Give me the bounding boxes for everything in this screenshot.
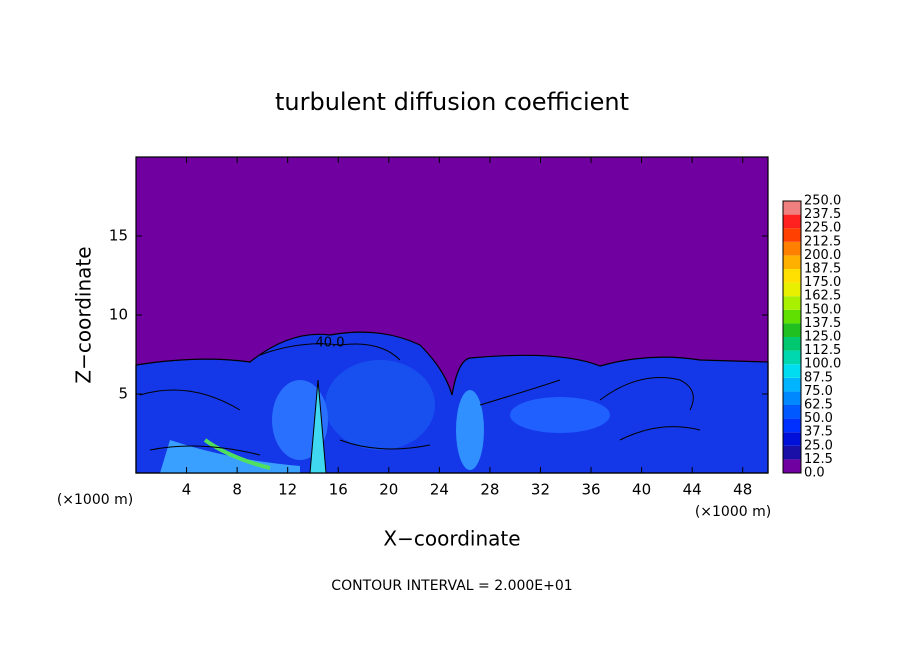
- x-tick-label: 4: [182, 481, 192, 499]
- colorbar-label: 0.0: [804, 466, 825, 481]
- colorbar-label: 125.0: [804, 330, 841, 345]
- colorbar-bin: [783, 459, 801, 473]
- contour-line: [139, 343, 701, 456]
- y-tick-label: 15: [109, 227, 128, 245]
- colorbar-label: 100.0: [804, 357, 841, 372]
- x-unit-label: (×1000 m): [695, 504, 771, 520]
- y-tick-label: 10: [109, 306, 128, 324]
- colorbar-bin: [783, 201, 801, 215]
- field-patch: [510, 397, 610, 433]
- x-tick-label: 44: [683, 481, 702, 499]
- colorbar-bin: [783, 282, 801, 297]
- colorbar-bin: [783, 309, 801, 324]
- colorbar-label: 87.5: [804, 370, 833, 385]
- colorbar-label: 162.5: [804, 289, 841, 304]
- colorbar-bin: [783, 323, 801, 337]
- colorbar-bin: [783, 377, 801, 392]
- colorbar-bin: [783, 405, 801, 419]
- colorbar-bin: [783, 350, 801, 365]
- colorbar-label: 150.0: [804, 302, 841, 317]
- field-streak: [203, 438, 271, 470]
- x-tick-label: 32: [531, 481, 550, 499]
- colorbar-bin: [783, 255, 801, 269]
- colorbar-bin: [783, 337, 801, 351]
- colorbar-bin: [783, 296, 801, 310]
- chart-title: turbulent diffusion coefficient: [275, 88, 629, 116]
- colorbar-bin: [783, 445, 801, 460]
- field: [135, 331, 769, 474]
- y-tick-label: 5: [118, 385, 128, 403]
- colorbar-label: 212.5: [804, 234, 841, 249]
- colorbar-label: 112.5: [804, 343, 841, 358]
- colorbar-bin: [783, 432, 801, 446]
- x-tick-label: 24: [430, 481, 449, 499]
- colorbar-bin: [783, 214, 801, 229]
- colorbar-bin: [783, 391, 801, 405]
- field-patch: [325, 360, 435, 450]
- y-axis-label: Z−coordinate: [72, 246, 96, 383]
- x-tick-label: 36: [581, 481, 600, 499]
- colorbar-label: 12.5: [804, 452, 833, 467]
- contour-label: 40.0: [316, 336, 345, 351]
- field-patch: [456, 390, 484, 470]
- x-tick-label: 48: [733, 481, 752, 499]
- colorbar-label: 25.0: [804, 438, 833, 453]
- colorbar-bin: [783, 228, 801, 242]
- colorbar-bin: [783, 241, 801, 256]
- x-tick-label: 40: [632, 481, 651, 499]
- x-tick-label: 20: [379, 481, 398, 499]
- colorbar-frame: [782, 200, 802, 474]
- footer-note: CONTOUR INTERVAL = 2.000E+01: [331, 578, 572, 594]
- colorbar-label: 137.5: [804, 316, 841, 331]
- colorbar-bin: [783, 418, 801, 433]
- colorbar-label: 250.0: [804, 194, 841, 209]
- colorbar-label: 37.5: [804, 425, 833, 440]
- colorbar-label: 225.0: [804, 221, 841, 236]
- x-tick-label: 8: [232, 481, 242, 499]
- colorbar-label: 75.0: [804, 384, 833, 399]
- colorbar-bin: [783, 364, 801, 378]
- y-unit-label: (×1000 m): [57, 492, 133, 508]
- x-tick-label: 12: [278, 481, 297, 499]
- colorbar-label: 175.0: [804, 275, 841, 290]
- colorbar-label: 62.5: [804, 398, 833, 413]
- colorbar-label: 200.0: [804, 248, 841, 263]
- colorbar-bin: [783, 269, 801, 283]
- colorbar-label: 237.5: [804, 207, 841, 222]
- colorbar-label: 187.5: [804, 262, 841, 277]
- x-tick-label: 28: [480, 481, 499, 499]
- x-axis-label: X−coordinate: [383, 527, 520, 551]
- colorbar-label: 50.0: [804, 411, 833, 426]
- x-tick-label: 16: [329, 481, 348, 499]
